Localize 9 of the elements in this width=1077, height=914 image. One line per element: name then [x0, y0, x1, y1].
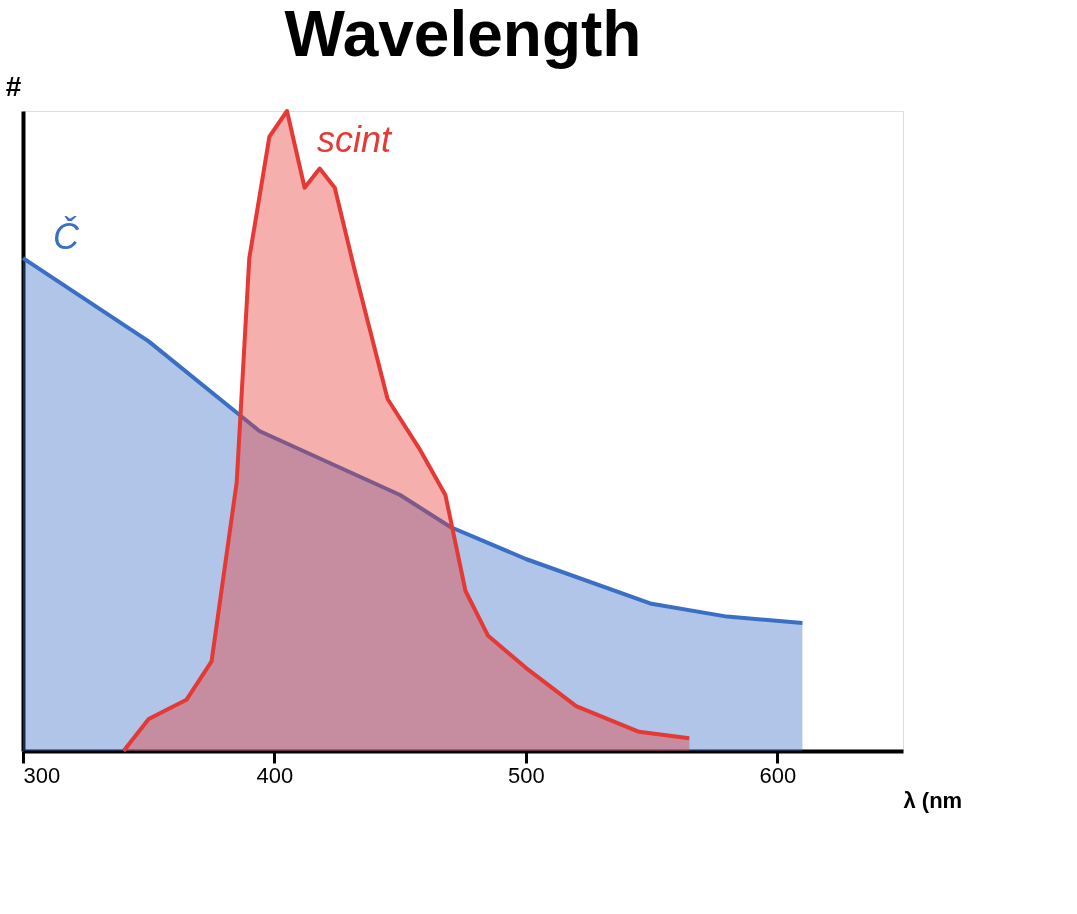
x-tick-label: 400 [256, 762, 294, 788]
series-label: Č [53, 216, 80, 258]
x-tick-label: 300 [23, 762, 61, 788]
y-axis-title: # [5, 70, 22, 102]
chart-title: Wavelength [284, 0, 642, 70]
x-tick-label: 600 [759, 762, 797, 788]
series-label: scint [317, 119, 394, 160]
x-tick-label: 500 [508, 762, 545, 788]
x-axis-title: λ (nm [903, 787, 963, 813]
